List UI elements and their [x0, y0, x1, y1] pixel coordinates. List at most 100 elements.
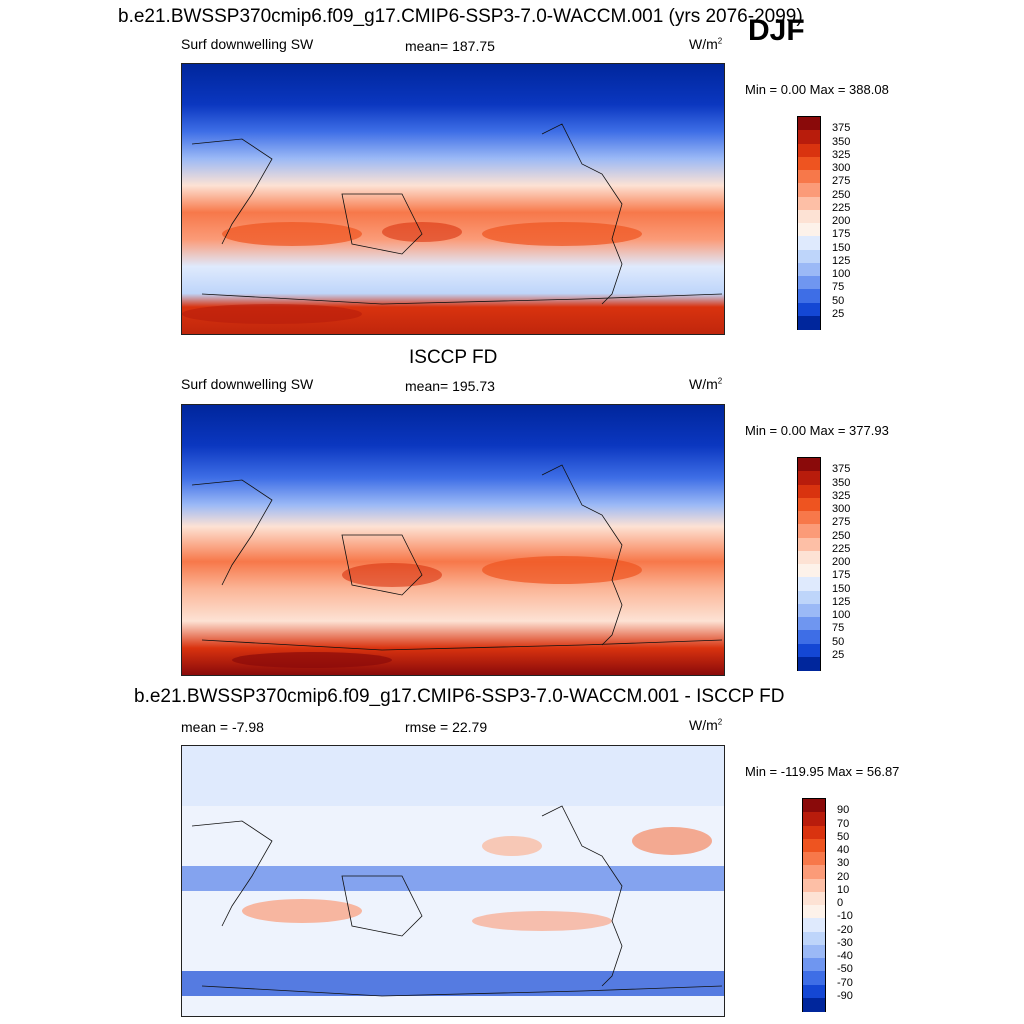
panel-model-colorbar-swatch: [798, 156, 820, 171]
panel-diff-colorbar-tick-label: -20: [837, 923, 853, 936]
panel-model-colorbar-tick-label: 50: [832, 294, 845, 307]
panel-model-colorbar-swatch: [798, 223, 820, 237]
panel-obs-colorbar-tick-label: 175: [832, 569, 851, 582]
panel-obs-colorbar-tick-label: 225: [832, 542, 851, 555]
panel-obs-map-svg: [182, 405, 724, 675]
panel-model-colorbar-tick-label: 150: [832, 241, 851, 254]
panel-diff-colorbar-swatch: [803, 997, 825, 1012]
panel-obs-colorbar-tick-label: 75: [832, 622, 845, 635]
panel-obs-colorbar-swatch: [798, 550, 820, 565]
panel-diff-colorbar-swatch: [803, 944, 825, 959]
panel-diff-colorbar-tick-label: -40: [837, 950, 853, 962]
panel-model-colorbar-swatch: [798, 315, 820, 330]
panel-model-colorbar-tick-label: 300: [832, 162, 851, 174]
panel-model-map: [181, 63, 725, 335]
panel-obs-colorbar-swatch: [798, 484, 820, 499]
panel-diff-colorbar: [802, 798, 826, 1012]
panel-diff-colorbar-swatch: [803, 905, 825, 919]
panel-model-colorbar-tick-label: 75: [832, 281, 845, 294]
panel-obs-variable-label: Surf downwelling SW: [181, 376, 314, 392]
panel-model-colorbar-tick-label: 375: [832, 122, 851, 135]
panel-diff-mean-label: mean = -7.98: [181, 719, 264, 735]
panel-obs-colorbar-tick-label: 300: [832, 503, 851, 515]
season-label: DJF: [748, 14, 805, 47]
panel-model-colorbar-swatch: [798, 209, 820, 224]
panel-obs-map: [181, 404, 725, 676]
panel-obs-colorbar-tick-label: 100: [832, 609, 851, 621]
panel-obs-colorbar-swatch: [798, 564, 820, 578]
panel-model-colorbar-swatch: [798, 236, 820, 250]
panel-obs-mean-label: mean= 195.73: [405, 378, 495, 394]
panel-model-colorbar-tick-label: 250: [832, 188, 851, 201]
panel-model-colorbar-tick-label: 225: [832, 201, 851, 214]
panel-diff-colorbar-tick-label: -50: [837, 963, 853, 976]
panel-diff-colorbar-swatch: [803, 852, 825, 866]
panel-diff-colorbar-tick-label: 40: [837, 844, 850, 856]
panel-model-colorbar-tick-label: 350: [832, 135, 851, 148]
panel-model-colorbar-swatch: [798, 170, 820, 184]
panel-obs-colorbar-tick-label: 150: [832, 582, 851, 595]
panel-diff-map-svg: [182, 746, 724, 1016]
panel-diff-colorbar-tick-label: 20: [837, 870, 850, 883]
panel-obs-colorbar-swatch: [798, 643, 820, 658]
panel-model-colorbar-tick-label: 125: [832, 254, 851, 267]
panel-model-colorbar-swatch: [798, 143, 820, 158]
panel-obs-colorbar-tick-label: 200: [832, 556, 851, 568]
panel-diff-colorbar-tick-label: -10: [837, 910, 853, 923]
panel-diff-colorbar-swatch: [803, 865, 825, 879]
panel-model-colorbar-swatch: [798, 276, 820, 290]
panel-model-variable-label: Surf downwelling SW: [181, 36, 314, 52]
panel-obs-colorbar-swatch: [798, 603, 820, 618]
panel-diff-colorbar-swatch: [803, 891, 825, 906]
panel-diff-colorbar-swatch: [803, 971, 825, 985]
panel-diff-colorbar-swatch: [803, 958, 825, 972]
panel-diff-colorbar-swatch: [803, 799, 825, 813]
panel-diff-colorbar-tick-label: -90: [837, 989, 853, 1002]
panel-diff-colorbar-swatch: [803, 984, 825, 999]
panel-obs-colorbar-swatch: [798, 497, 820, 512]
panel-diff-colorbar-swatch: [803, 931, 825, 946]
panel-obs-colorbar-swatch: [798, 656, 820, 671]
panel-model-colorbar-swatch: [798, 262, 820, 277]
panel-obs-colorbar-swatch: [798, 471, 820, 485]
panel-obs-colorbar-tick-label: 125: [832, 595, 851, 608]
panel-obs-colorbar-swatch: [798, 577, 820, 591]
panel-diff-colorbar-tick-label: 30: [837, 857, 850, 870]
panel-obs-colorbar-swatch: [798, 590, 820, 605]
panel-model-colorbar: [797, 116, 821, 330]
panel-obs-colorbar-tick-label: 250: [832, 529, 851, 542]
panel-obs-colorbar-swatch: [798, 537, 820, 552]
panel-obs-minmax: Min = 0.00 Max = 377.93: [745, 423, 889, 438]
panel-model-colorbar-swatch: [798, 302, 820, 317]
panel-obs-colorbar-tick-label: 350: [832, 476, 851, 489]
panel-diff-map: [181, 745, 725, 1017]
panel-diff-colorbar-tick-label: 10: [837, 883, 850, 896]
panel-obs-colorbar-tick-label: 375: [832, 463, 851, 476]
panel-model-colorbar-tick-label: 25: [832, 307, 845, 320]
panel-obs-units: W/m2: [689, 376, 723, 392]
panel-diff-colorbar-swatch: [803, 812, 825, 826]
panel-obs-colorbar-swatch: [798, 617, 820, 631]
panel-model-colorbar-tick-label: 325: [832, 148, 851, 161]
panel-diff-colorbar-tick-label: 90: [837, 804, 850, 817]
panel-model-minmax: Min = 0.00 Max = 388.08: [745, 82, 889, 97]
panel-model-colorbar-swatch: [798, 196, 820, 211]
panel-model-title: b.e21.BWSSP370cmip6.f09_g17.CMIP6-SSP3-7…: [118, 6, 803, 27]
panel-diff-minmax: Min = -119.95 Max = 56.87: [745, 764, 900, 779]
panel-model-map-svg: [182, 64, 724, 334]
panel-diff-colorbar-tick-label: 0: [837, 897, 844, 909]
panel-diff-colorbar-tick-label: 70: [837, 817, 850, 830]
panel-model-units: W/m2: [689, 36, 723, 52]
panel-model-colorbar-tick-label: 275: [832, 175, 851, 188]
panel-obs-title: ISCCP FD: [409, 347, 498, 368]
panel-diff-colorbar-swatch: [803, 878, 825, 893]
panel-model-colorbar-swatch: [798, 289, 820, 303]
panel-diff-colorbar-swatch: [803, 825, 825, 840]
panel-obs-colorbar-swatch: [798, 458, 820, 472]
panel-model-colorbar-swatch: [798, 130, 820, 144]
panel-model-mean-label: mean= 187.75: [405, 38, 495, 54]
panel-obs-colorbar-swatch: [798, 630, 820, 644]
panel-model-colorbar-swatch: [798, 183, 820, 197]
panel-diff-units: W/m2: [689, 717, 723, 733]
panel-model-colorbar-tick-label: 175: [832, 228, 851, 241]
